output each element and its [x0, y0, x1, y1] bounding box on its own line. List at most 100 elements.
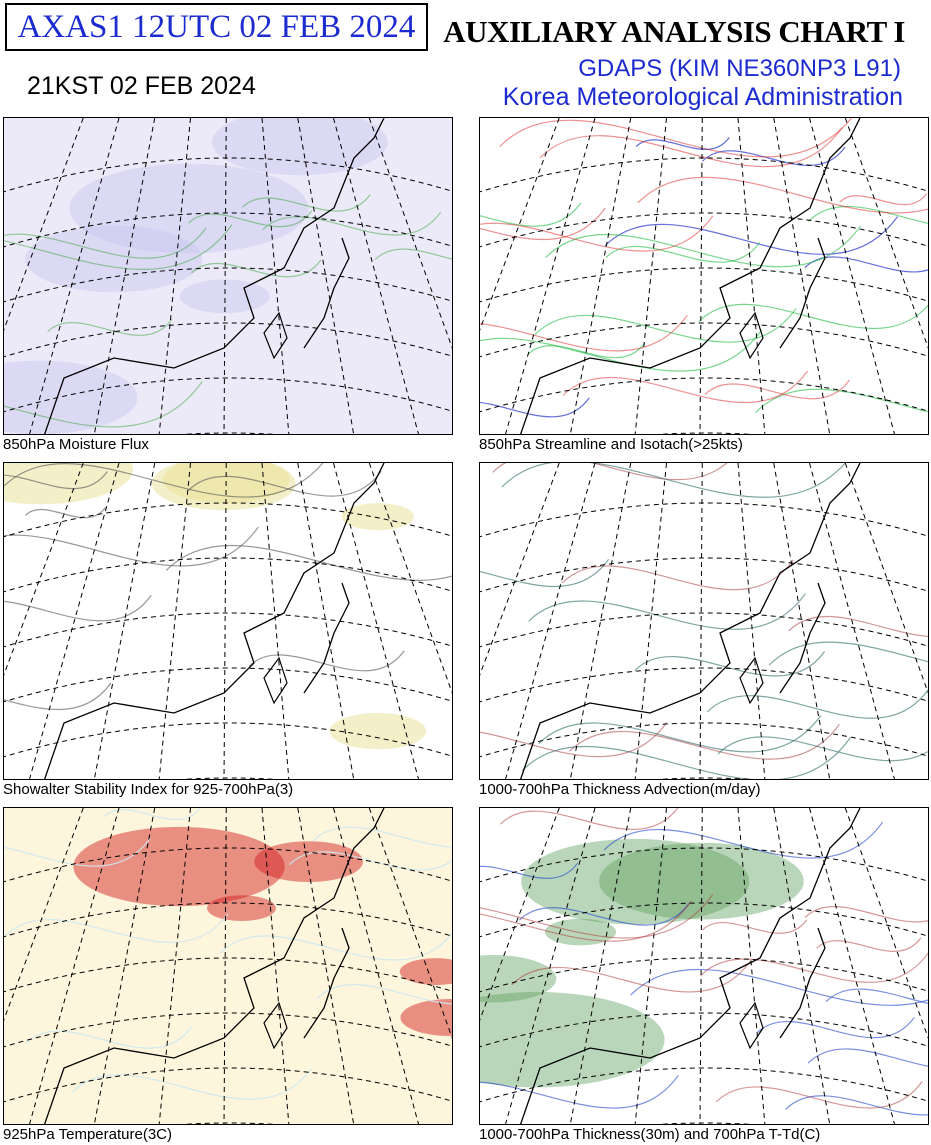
- contour-line: [187, 470, 382, 497]
- model-name: GDAPS (KIM NE360NP3 L91): [578, 55, 901, 82]
- agency: Korea Meteorological Administration: [502, 83, 903, 111]
- contour-line: [562, 370, 809, 404]
- contour-line: [191, 259, 322, 278]
- map: [480, 118, 928, 434]
- coastline: [520, 463, 861, 779]
- longitude-line: [505, 808, 596, 1124]
- shaded-area: [69, 163, 309, 254]
- map-panel: [479, 462, 929, 780]
- shaded-area: [179, 279, 270, 314]
- contour-line: [707, 689, 928, 719]
- longitude-line: [844, 808, 928, 1039]
- contour-line: [701, 919, 808, 934]
- longitude-line: [223, 118, 227, 434]
- longitude-line: [737, 463, 766, 779]
- panel-caption: Showalter Stability Index for 925-700hPa…: [3, 781, 294, 798]
- contour-line: [499, 808, 679, 830]
- longitude-line: [4, 808, 84, 1021]
- longitude-line: [809, 463, 895, 779]
- contour-line: [511, 960, 751, 993]
- contour-line: [103, 808, 202, 821]
- map-panel: [479, 117, 929, 435]
- contour-line: [715, 1081, 923, 1109]
- coastline: [263, 311, 288, 360]
- longitude-line: [480, 463, 560, 676]
- contour-line: [816, 937, 922, 952]
- map: [4, 118, 452, 434]
- coastline: [263, 656, 288, 705]
- map-background: [4, 808, 452, 1124]
- shaded-area: [400, 999, 452, 1036]
- shaded-area: [207, 895, 276, 922]
- coastline: [739, 1001, 764, 1050]
- shaded-area: [151, 463, 296, 511]
- contour-line: [480, 207, 606, 241]
- map-background: [480, 463, 928, 779]
- contour-line: [480, 893, 714, 939]
- contour-line: [534, 308, 797, 343]
- map-panel: [3, 807, 453, 1125]
- contour-line: [698, 303, 928, 330]
- contour-line: [702, 146, 846, 166]
- chart-title: AUXILIARY ANALYSIS CHART I: [443, 14, 905, 49]
- shaded-area: [4, 463, 133, 505]
- contour-line: [808, 205, 928, 224]
- longitude-line: [480, 118, 560, 331]
- chart-code: AXAS1 12UTC 02 FEB 2024: [5, 3, 428, 51]
- coastline: [44, 808, 385, 1124]
- contour-line: [521, 737, 851, 779]
- map: [480, 808, 928, 1124]
- longitude-line: [368, 808, 452, 1039]
- longitude-line: [4, 463, 84, 676]
- longitude-line: [223, 463, 227, 779]
- contour-line: [839, 193, 928, 206]
- coastline: [263, 1001, 288, 1050]
- contour-line: [71, 1068, 312, 1100]
- contour-line: [262, 211, 442, 236]
- contour-line: [47, 318, 173, 336]
- contour-line: [804, 906, 928, 923]
- contour-line: [825, 988, 928, 1004]
- contour-line: [480, 558, 610, 588]
- contour-line: [492, 463, 728, 481]
- coastline: [779, 237, 826, 349]
- map-panel: [479, 807, 929, 1125]
- map-background: [480, 118, 928, 434]
- longitude-line: [29, 118, 120, 434]
- map-panel: [3, 117, 453, 435]
- shaded-area: [329, 713, 427, 750]
- contour-line: [4, 682, 112, 711]
- coastline: [520, 808, 861, 1124]
- contour-line: [316, 984, 452, 1005]
- contour-line: [501, 463, 846, 498]
- panel-caption: 1000-700hPa Thickness Advection(m/day): [479, 781, 761, 798]
- shaded-area: [544, 918, 617, 946]
- longitude-line: [737, 118, 766, 434]
- longitude-line: [333, 463, 419, 779]
- panel-caption: 850hPa Streamline and Isotach(>25kts): [479, 436, 743, 453]
- contour-line: [480, 721, 668, 758]
- contour-line: [604, 216, 899, 255]
- longitude-line: [4, 118, 84, 331]
- map: [4, 463, 452, 779]
- contour-line: [480, 202, 582, 227]
- contour-line: [538, 715, 822, 753]
- contour-line: [4, 471, 108, 490]
- contour-line: [165, 544, 452, 581]
- contour-line: [754, 388, 928, 414]
- contour-line: [637, 176, 928, 214]
- map-background: [480, 808, 928, 1124]
- contour-line: [756, 1016, 915, 1039]
- longitude-line: [261, 463, 290, 779]
- contour-line: [700, 952, 928, 983]
- longitude-line: [223, 808, 227, 1124]
- shaded-area: [25, 225, 203, 293]
- contour-line: [717, 736, 928, 762]
- contour-line: [480, 862, 579, 879]
- coastline: [44, 463, 385, 779]
- longitude-line: [737, 808, 766, 1124]
- contour-line: [4, 227, 207, 259]
- contour-line: [569, 723, 840, 760]
- panel-caption: 925hPa Temperature(3C): [3, 1126, 172, 1143]
